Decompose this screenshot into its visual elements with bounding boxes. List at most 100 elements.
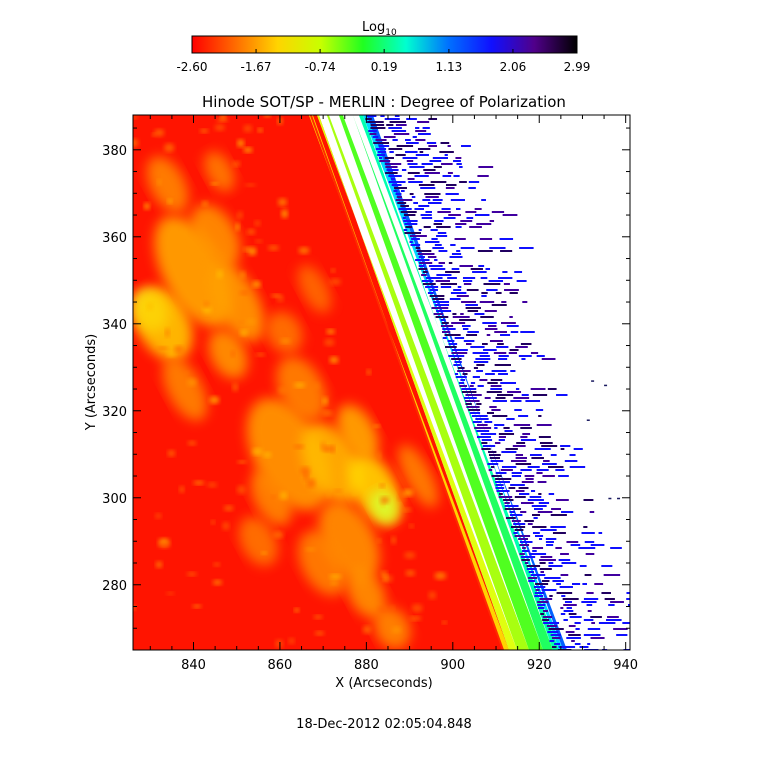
off-limb-dash [451,268,460,270]
off-limb-dash [520,469,532,471]
off-limb-dash [532,394,548,396]
off-limb-dash [475,418,489,420]
off-limb-dash [429,295,445,297]
off-limb-dash [438,262,445,264]
off-limb-dash [473,361,489,363]
off-limb-dash [448,214,461,216]
off-limb-dash [463,280,473,282]
off-limb-dash [613,628,628,630]
off-limb-dash [563,619,568,621]
off-limb-dash [414,175,429,177]
x-tick-label: 920 [527,658,552,673]
plage-speck [252,280,261,288]
plage-speck [192,604,202,609]
off-limb-dash [459,385,467,387]
off-limb-dash [468,181,480,183]
off-limb-dash [447,172,453,174]
off-limb-dash [478,166,494,168]
off-limb-dash [552,580,564,582]
off-limb-dash [417,253,435,255]
off-limb-dash [433,223,443,225]
plage-blob [398,444,439,508]
off-limb-dash [468,409,481,411]
off-limb-dash [416,250,432,252]
off-limb-dash [434,304,450,306]
off-limb-dash [535,583,549,585]
off-limb-dash [590,616,602,618]
colorbar-tick-label: 1.13 [436,60,463,74]
off-limb-dash [560,607,564,609]
off-limb-dash [463,283,472,285]
off-limb-dash [462,328,469,330]
off-limb-dash [550,526,566,528]
off-limb-dash [418,256,425,258]
off-limb-dash [424,172,440,174]
plage-blob [373,607,411,650]
off-limb-dash [421,163,433,165]
off-limb-dash [519,541,533,543]
off-limb-dash [459,319,476,321]
off-limb-dash [518,415,529,417]
off-limb-dash [435,280,450,282]
off-limb-dash [550,454,557,456]
off-limb-dash [546,544,554,546]
off-limb-dash [419,262,433,264]
off-limb-dash [452,316,470,318]
plage-speck [300,466,311,475]
off-limb-dash [461,145,471,147]
off-limb-dash [498,277,513,279]
off-limb-dash [465,304,478,306]
plage-speck [232,382,239,392]
off-limb-dash [440,142,450,144]
off-limb-dash [454,361,462,363]
off-limb-dash [598,622,616,624]
off-limb-dash [555,547,562,549]
off-limb-dash [432,199,443,201]
colorbar-ticks: -2.60 -1.67 -0.74 0.19 1.13 2.06 2.99 [176,49,590,74]
off-limb-dash [486,334,491,336]
off-limb-dash [574,622,581,624]
off-limb-dash [520,343,532,345]
off-limb-dash [481,199,486,201]
off-limb-dash [398,208,412,210]
off-limb-dash [500,382,517,384]
off-limb-dash [475,358,491,360]
plage-speck [330,445,336,454]
off-limb-dash [440,325,454,327]
off-limb-dash [476,436,491,438]
off-limb-dash [472,271,487,273]
off-limb-dash [488,280,504,282]
off-limb-dash [552,532,566,534]
off-limb-dash [485,373,495,375]
off-limb-dash [415,259,430,261]
x-tick-label: 940 [613,658,638,673]
off-limb-dash [548,562,554,564]
off-limb-dash [430,268,446,270]
off-limb-dash [530,574,546,576]
off-limb-dash [442,328,456,330]
off-limb-dash [386,169,399,171]
plage-blob [298,530,349,596]
off-limb-dash [505,448,518,450]
off-limb-dash [563,610,574,612]
off-limb-dash [545,541,554,543]
colorbar: Log10 -2.60 -1.67 -0.74 0.19 1.13 2.06 2.99 [176,20,590,74]
plage-speck [223,505,234,511]
off-limb-dash [484,421,493,423]
off-limb-dash [454,337,465,339]
off-limb-dash [483,349,497,351]
off-limb-dash [496,490,510,492]
off-limb-dash [413,202,418,204]
off-limb-dash [531,505,547,507]
off-limb-dash [451,322,466,324]
plage-speck [193,480,205,486]
off-limb-dash [500,250,513,252]
off-limb-dash [417,121,430,123]
off-limb-dash [494,427,498,429]
colorbar-tick-label: -1.67 [241,60,272,74]
plage-speck [366,369,372,375]
plage-speck [133,138,139,148]
off-limb-dash [519,544,530,546]
off-limb-dash [484,328,498,330]
off-limb-dash [622,622,630,624]
